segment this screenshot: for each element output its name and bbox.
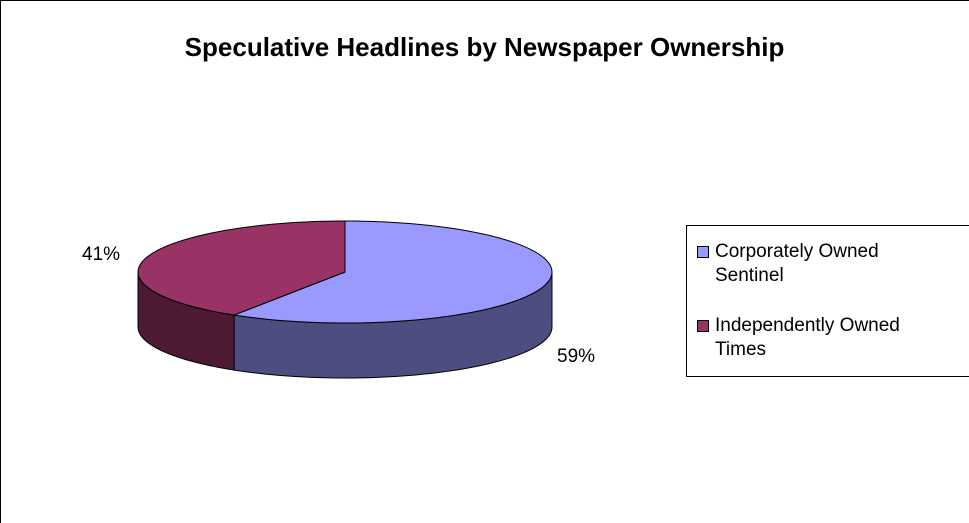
legend: Corporately Owned Sentinel Independently… bbox=[686, 225, 969, 377]
chart-title: Speculative Headlines by Newspaper Owner… bbox=[184, 32, 785, 62]
pie-slice-independently-owned bbox=[137, 220, 346, 316]
legend-swatch-independently-owned bbox=[697, 320, 709, 332]
data-label-independently-owned: 41% bbox=[82, 244, 121, 265]
legend-swatch-corporately-owned bbox=[697, 246, 709, 258]
pie-slice-corporately-owned bbox=[232, 220, 553, 324]
data-label-corporately-owned: 59% bbox=[557, 346, 596, 367]
legend-label-corporately-owned: Corporately Owned Sentinel bbox=[715, 241, 879, 286]
legend-label-independently-owned: Independently Owned Times bbox=[715, 315, 900, 360]
